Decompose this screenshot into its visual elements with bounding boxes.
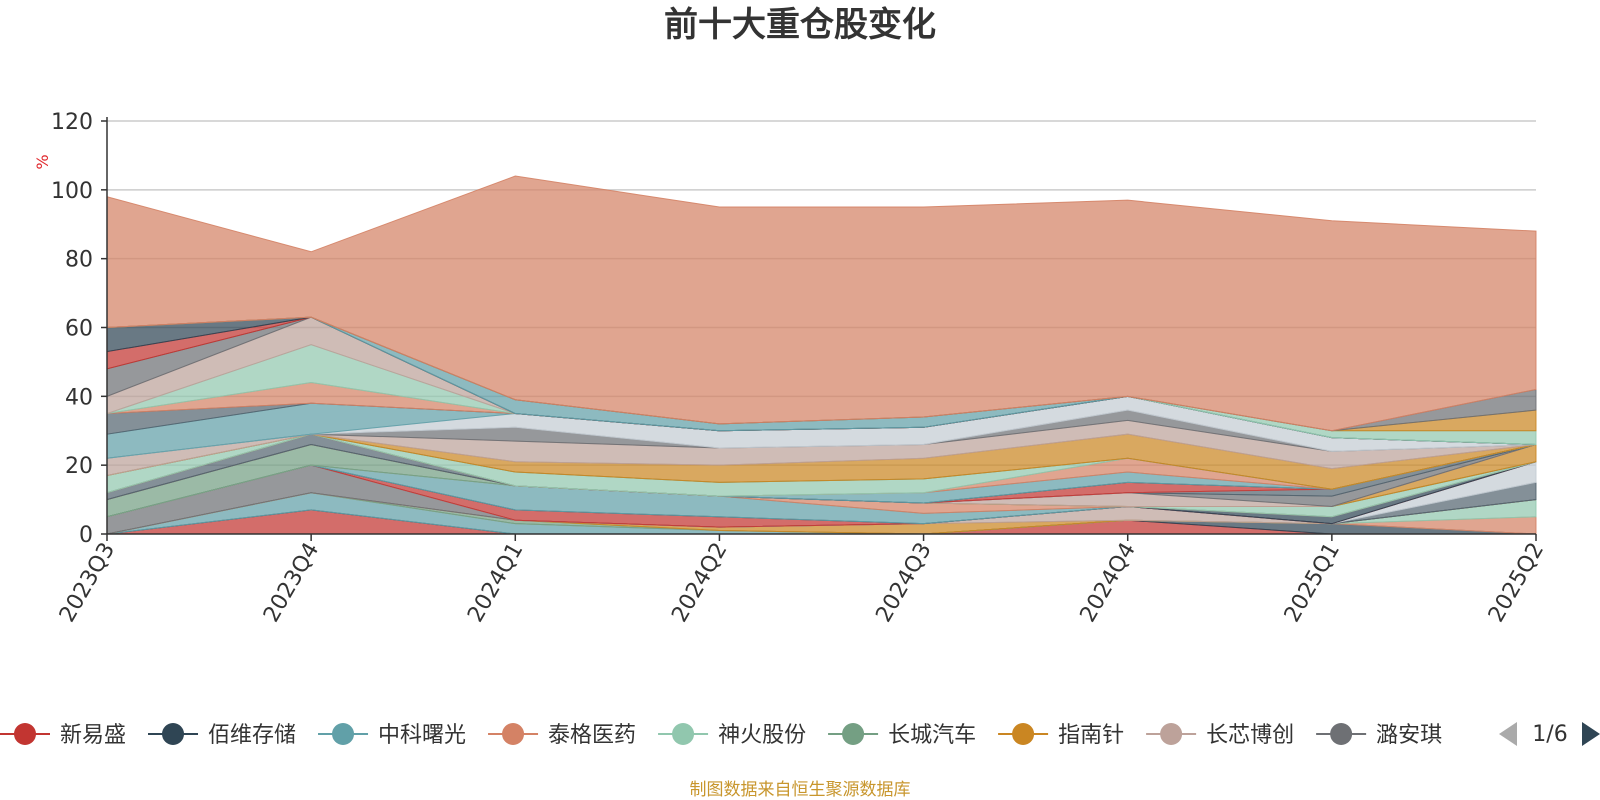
chart-title: 前十大重仓股变化	[664, 5, 936, 45]
legend-dot-marker	[672, 723, 695, 745]
legend-item[interactable]: 中科曙光	[318, 723, 466, 748]
legend-label: 长芯博创	[1206, 723, 1294, 748]
legend-pager[interactable]: 1/6	[1499, 722, 1600, 747]
y-tick-label: 60	[65, 317, 93, 342]
y-tick-label: 100	[51, 179, 93, 204]
legend-label: 指南针	[1058, 723, 1124, 748]
legend-item[interactable]: 长城汽车	[828, 723, 976, 748]
legend-label: 新易盛	[60, 723, 126, 748]
legend-page-indicator: 1/6	[1532, 722, 1567, 747]
x-tick-label: 2024Q4	[1076, 539, 1141, 627]
legend-label: 泰格医药	[548, 723, 636, 748]
legend-dot-marker	[14, 723, 36, 745]
prev-page-icon[interactable]	[1499, 722, 1517, 746]
legend[interactable]: 新易盛 佰维存储 中科曙光 泰格医药 神火股份 长城汽车 指南针 长芯博创 潞安琪	[0, 723, 1442, 748]
y-tick-label: 120	[51, 110, 93, 135]
y-tick-label: 20	[65, 454, 93, 479]
legend-item[interactable]: 佰维存储	[148, 723, 296, 748]
y-axis-unit: %	[33, 154, 52, 169]
y-tick-label: 40	[65, 385, 93, 410]
y-tick-label: 80	[65, 248, 93, 273]
legend-item[interactable]: 神火股份	[658, 723, 806, 748]
legend-label: 潞安琪	[1376, 723, 1442, 748]
next-page-icon[interactable]	[1582, 722, 1600, 746]
legend-dot-marker	[1012, 723, 1035, 745]
legend-label: 神火股份	[718, 723, 806, 748]
x-tick-label: 2024Q3	[871, 539, 936, 627]
legend-dot-marker	[332, 723, 355, 745]
legend-item[interactable]: 指南针	[998, 723, 1124, 748]
legend-item[interactable]: 新易盛	[0, 723, 126, 748]
legend-label: 中科曙光	[378, 723, 466, 748]
y-tick-label: 0	[79, 523, 93, 548]
stacked-areas	[106, 175, 1537, 535]
legend-dot-marker	[1160, 723, 1183, 745]
source-note: 制图数据来自恒生聚源数据库	[690, 780, 911, 800]
legend-dot-marker	[502, 723, 525, 745]
legend-item[interactable]: 长芯博创	[1146, 723, 1294, 748]
legend-item[interactable]: 潞安琪	[1316, 723, 1442, 748]
x-tick-label: 2023Q4	[259, 539, 324, 627]
legend-label: 长城汽车	[888, 723, 976, 748]
legend-dot-marker	[1330, 723, 1353, 745]
x-tick-label: 2025Q1	[1280, 539, 1345, 627]
x-tick-label: 2024Q2	[667, 539, 732, 627]
x-tick-label: 2025Q2	[1484, 539, 1549, 627]
legend-dot-marker	[162, 723, 185, 745]
x-tick-label: 2023Q3	[55, 539, 120, 627]
x-tick-label: 2024Q1	[463, 539, 528, 627]
area-series-44	[106, 175, 1537, 432]
legend-label: 佰维存储	[208, 723, 296, 748]
legend-item[interactable]: 泰格医药	[488, 723, 636, 748]
legend-dot-marker	[842, 723, 865, 745]
